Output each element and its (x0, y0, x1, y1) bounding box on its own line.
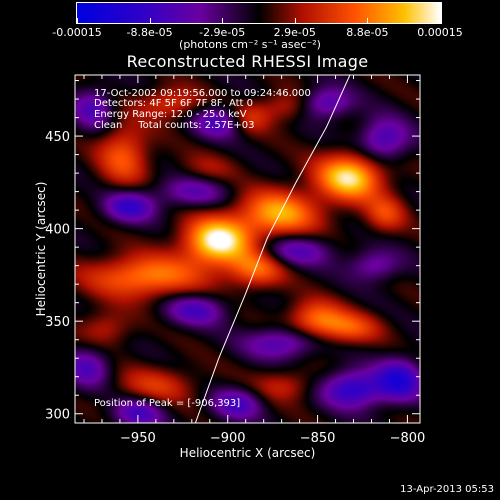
annotation-energy-range: Energy Range: 12.0 - 25.0 keV (94, 109, 247, 120)
annotation-clean-counts: Clean Total counts: 2.57E+03 (94, 120, 255, 131)
x-tick-label: −950 (120, 431, 156, 446)
x-axis-label: Heliocentric X (arcsec) (179, 446, 316, 460)
x-tick-label: −850 (300, 431, 336, 446)
footer-date: 13-Apr-2013 05:53 (400, 484, 494, 495)
colorbar-tick (294, 18, 296, 23)
colorbar-tick-label: -2.9e-05 (199, 26, 246, 39)
annotation-detectors: Detectors: 4F 5F 6F 7F 8F, Att 0 (94, 98, 254, 109)
y-tick-label: 350 (45, 315, 70, 330)
colorbar-tick-label: 0.00015 (417, 26, 463, 39)
colorbar-tick-label: -8.8e-05 (126, 26, 173, 39)
colorbar-tick (149, 18, 151, 23)
x-tick-label: −900 (210, 431, 246, 446)
y-axis-label: Heliocentric Y (arcsec) (34, 181, 48, 317)
y-tick-label: 300 (45, 408, 70, 423)
colorbar-units: (photons cm⁻² s⁻¹ asec⁻²) (179, 38, 321, 51)
annotation-peak-position: Position of Peak = [-906,393] (94, 398, 241, 409)
colorbar-tick (222, 18, 224, 23)
y-tick-label: 400 (45, 223, 70, 238)
colorbar (77, 3, 441, 23)
colorbar-tick (367, 18, 369, 23)
colorbar-tick (77, 18, 78, 23)
colorbar-frame (76, 2, 442, 24)
colorbar-tick-label: -0.00015 (52, 26, 102, 39)
x-tick-label: −800 (390, 431, 426, 446)
annotation-time-range: 17-Oct-2002 09:19:56.000 to 09:24:46.000 (94, 88, 311, 99)
colorbar-tick (440, 18, 441, 23)
chart-title: Reconstructed RHESSI Image (126, 52, 369, 71)
colorbar-tick-label: 8.8e-05 (346, 26, 389, 39)
colorbar-tick-label: 2.9e-05 (273, 26, 316, 39)
y-tick-label: 450 (45, 130, 70, 145)
